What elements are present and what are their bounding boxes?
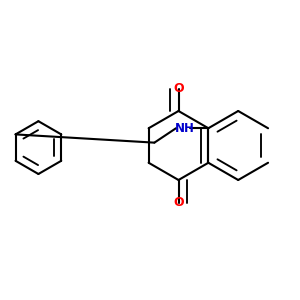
Text: O: O <box>173 196 184 209</box>
Text: O: O <box>173 82 184 95</box>
Text: NH: NH <box>174 122 194 135</box>
